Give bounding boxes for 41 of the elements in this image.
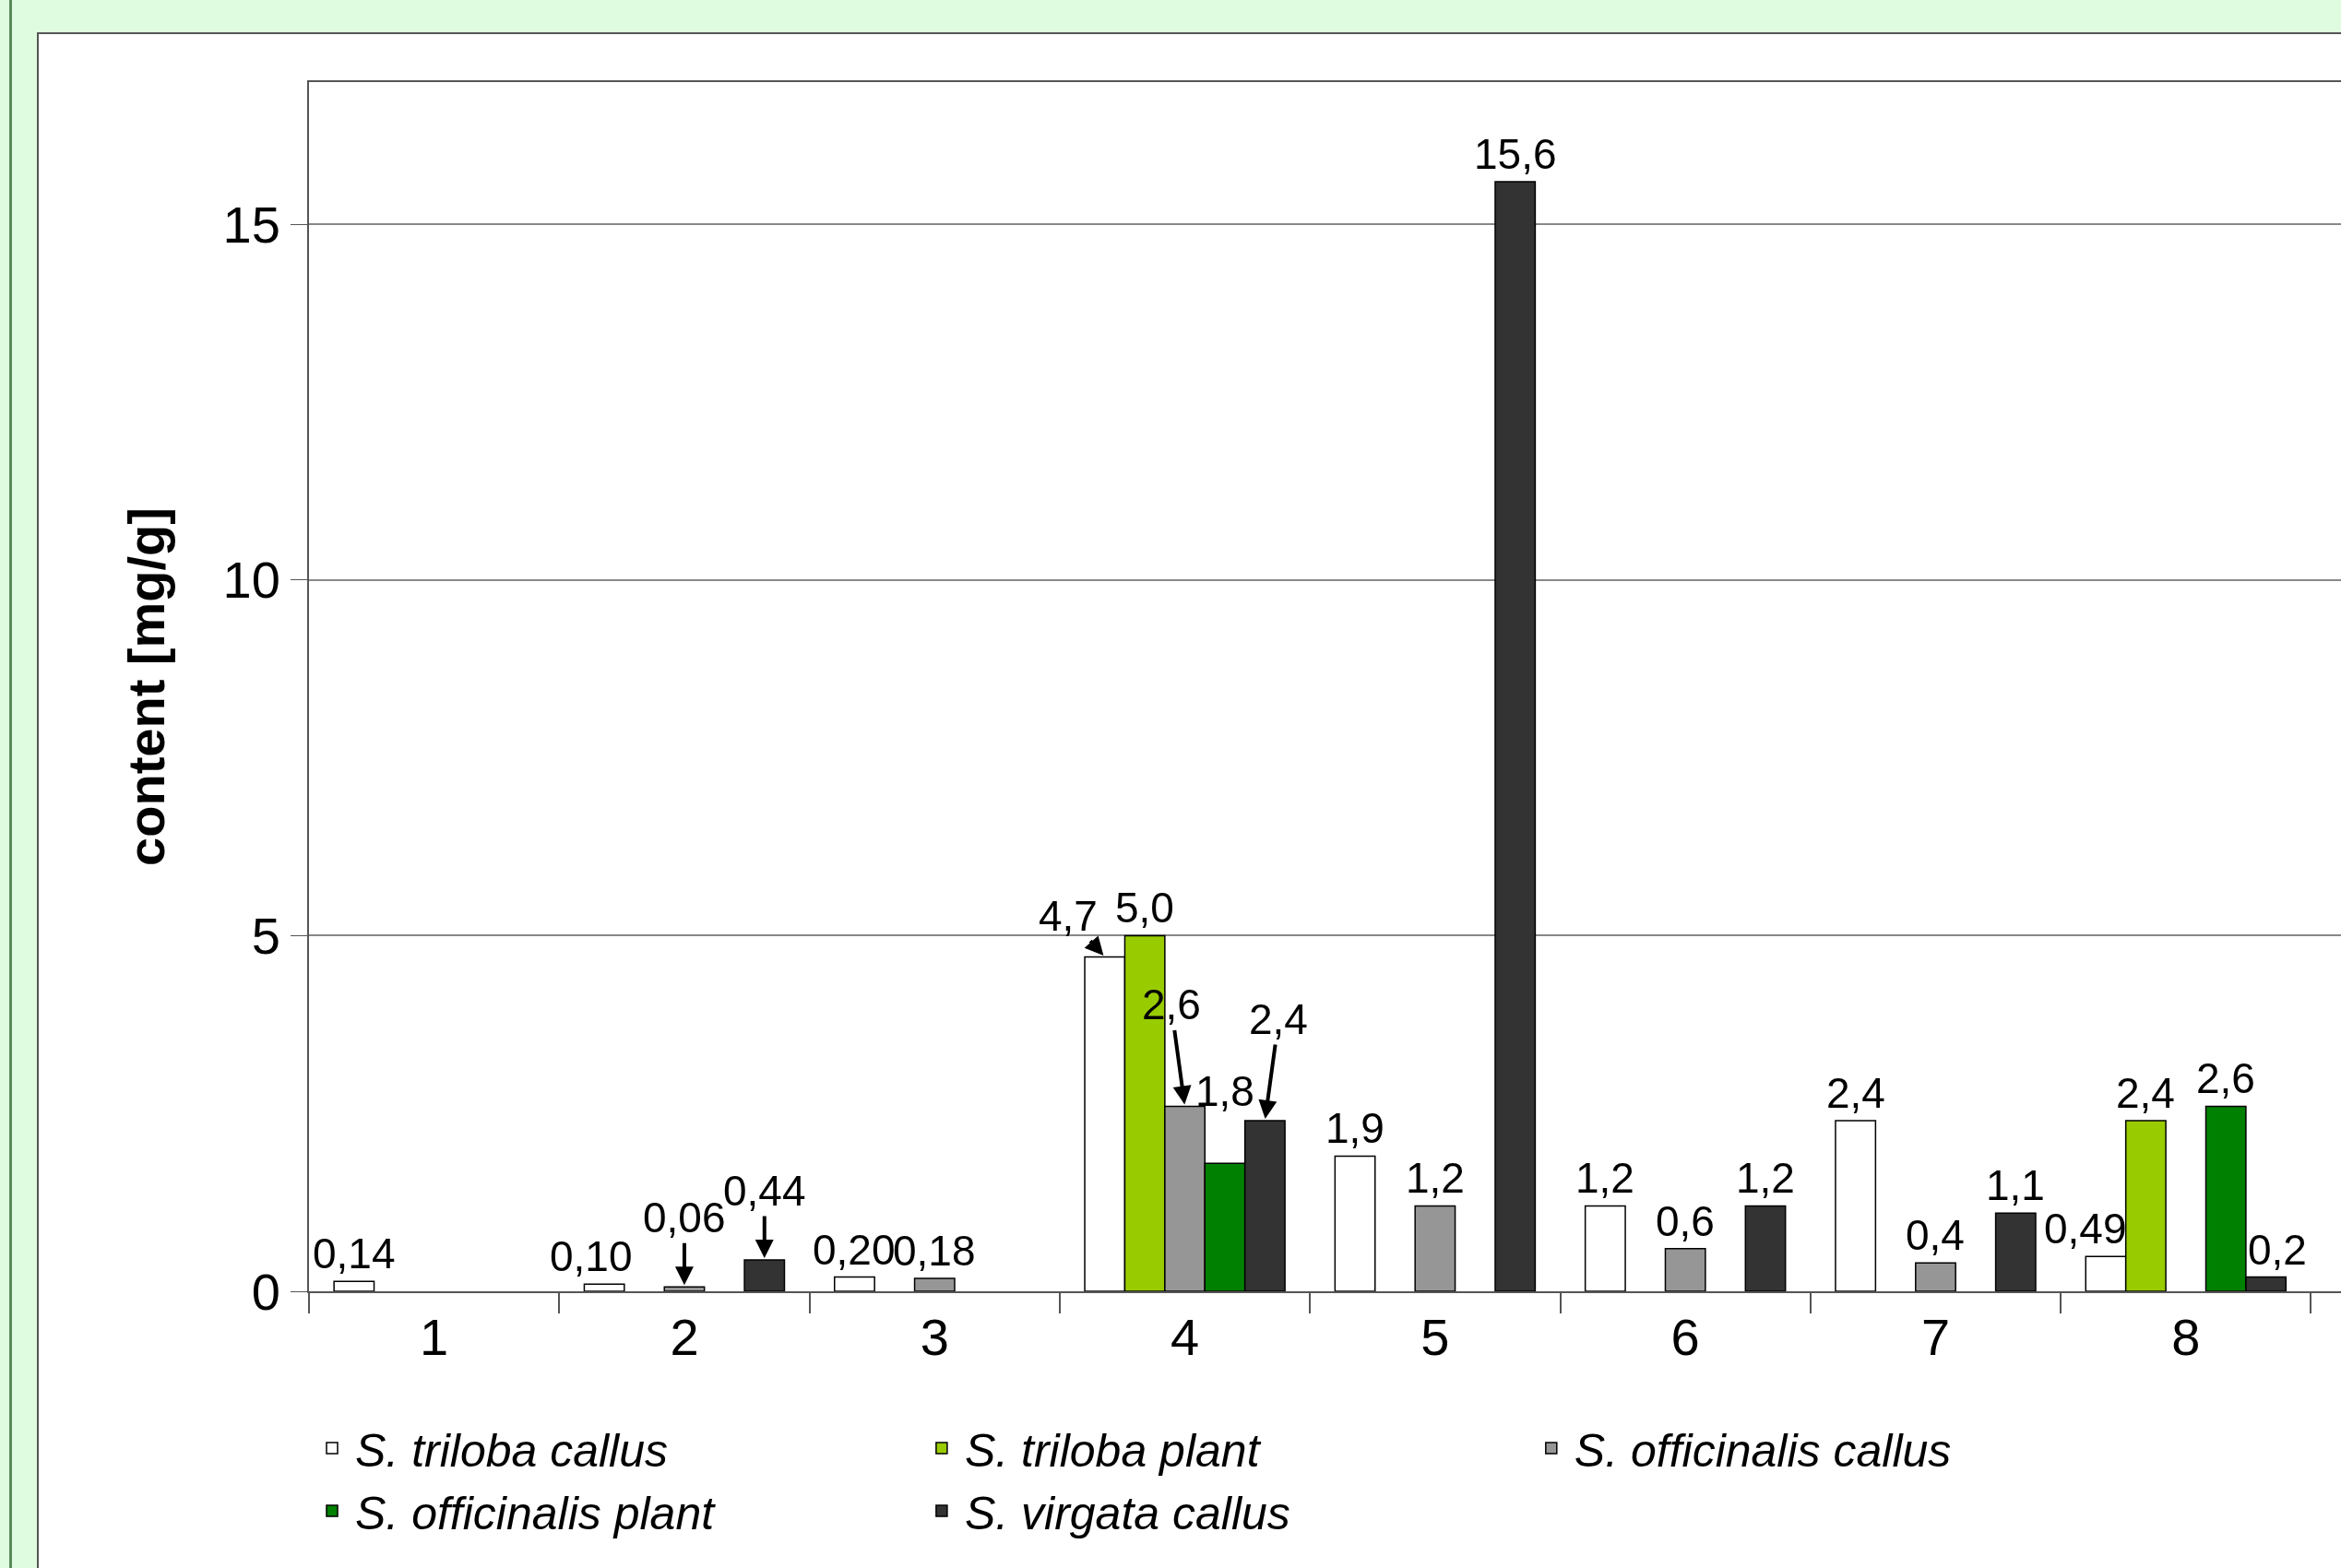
x-tick-label: 5 bbox=[1420, 1308, 1450, 1367]
legend-label: S. virgata callus bbox=[964, 1487, 1290, 1539]
data-label: 2,6 bbox=[2196, 1054, 2255, 1102]
legend-label: S. triloba callus bbox=[355, 1424, 669, 1477]
legend-label: S. triloba plant bbox=[964, 1424, 1262, 1477]
data-label: 5,0 bbox=[1115, 884, 1174, 932]
data-label: 2,4 bbox=[1249, 995, 1308, 1043]
data-label: 1,2 bbox=[1406, 1154, 1465, 1202]
data-label: 0,2 bbox=[2248, 1226, 2307, 1274]
data-label: 2,4 bbox=[1826, 1069, 1885, 1117]
data-label: 0,18 bbox=[893, 1227, 976, 1275]
y-tick-label: 0 bbox=[251, 1262, 280, 1321]
data-label: 1,2 bbox=[1736, 1154, 1795, 1202]
data-label: 0,6 bbox=[1656, 1197, 1715, 1245]
x-tick-label: 7 bbox=[1920, 1308, 1951, 1367]
x-tick-label: 6 bbox=[1670, 1308, 1700, 1367]
data-label: 0,14 bbox=[313, 1229, 396, 1277]
y-tick-label: 15 bbox=[222, 195, 280, 254]
data-label: 1,9 bbox=[1325, 1104, 1384, 1152]
data-label: 0,06 bbox=[643, 1194, 726, 1241]
x-tick-label: 8 bbox=[2171, 1308, 2201, 1367]
data-label: 0,49 bbox=[2044, 1205, 2127, 1253]
data-label: 0,44 bbox=[723, 1167, 806, 1215]
x-tick-label: 2 bbox=[670, 1308, 699, 1367]
x-tick-label: 4 bbox=[1170, 1308, 1200, 1367]
data-label: 0,4 bbox=[1906, 1211, 1965, 1259]
y-tick-label: 10 bbox=[222, 551, 280, 610]
legend-label: S. officinalis plant bbox=[355, 1487, 717, 1539]
y-axis-title: content [mg/g] bbox=[116, 507, 175, 866]
y-tick-label: 5 bbox=[251, 907, 280, 966]
data-label: 1,1 bbox=[1986, 1161, 2045, 1209]
data-label: 1,2 bbox=[1575, 1154, 1634, 1202]
data-label: 0,20 bbox=[813, 1226, 896, 1274]
data-label: 2,4 bbox=[2116, 1069, 2175, 1117]
data-label: 4,7 bbox=[1039, 892, 1098, 940]
legend-label: S. officinalis callus bbox=[1574, 1424, 1952, 1477]
data-label: 15,6 bbox=[1474, 130, 1557, 178]
x-tick-label: 1 bbox=[420, 1308, 449, 1367]
data-label: 0,10 bbox=[550, 1232, 633, 1280]
data-label: 1,8 bbox=[1195, 1067, 1254, 1115]
x-tick-label: 3 bbox=[920, 1308, 949, 1367]
